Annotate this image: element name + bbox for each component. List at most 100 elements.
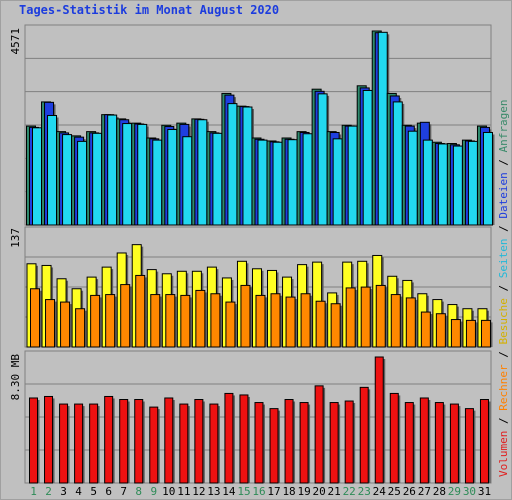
bar-rechner-day-20: [315, 300, 326, 348]
right-legend: Volumen / Rechner / Besuche / Seiten / D…: [497, 99, 510, 477]
bar-volumen-day-27: [419, 397, 429, 484]
bar-rechner-day-25: [390, 294, 401, 348]
x-tick-label: 20: [313, 485, 326, 498]
bar-rechner-day-6: [105, 294, 116, 348]
bar-volumen-day-10: [164, 397, 174, 484]
bar-seiten-day-22: [347, 125, 358, 226]
bar-rechner-day-8: [135, 274, 146, 348]
bar-seiten-day-17: [272, 141, 283, 226]
x-tick-label: 18: [282, 485, 295, 498]
x-tick-label: 7: [120, 485, 127, 498]
bottom-max-label: 8.30 MB: [9, 354, 22, 401]
bar-seiten-day-2: [47, 115, 58, 226]
x-tick-label: 16: [252, 485, 265, 498]
bar-volumen-day-6: [104, 395, 114, 484]
bar-rechner-day-12: [195, 289, 206, 348]
bar-seiten-day-5: [92, 132, 103, 226]
bar-volumen-day-21: [329, 402, 339, 484]
bar-volumen-day-9: [149, 406, 159, 484]
bar-seiten-day-26: [407, 130, 418, 226]
bar-seiten-day-3: [62, 134, 73, 226]
x-tick-label: 23: [358, 485, 371, 498]
x-tick-label: 25: [388, 485, 401, 498]
bar-volumen-day-2: [44, 395, 54, 484]
bar-volumen-day-23: [359, 386, 369, 484]
top-max-label: 4571: [9, 28, 22, 55]
bar-rechner-day-4: [75, 308, 86, 348]
legend-entry: /: [497, 152, 510, 172]
bar-rechner-day-22: [345, 287, 356, 348]
middle-max-label: 137: [9, 228, 22, 248]
legend-entry: /: [497, 411, 510, 431]
bar-rechner-day-14: [225, 301, 236, 348]
bar-volumen-day-18: [284, 399, 294, 484]
legend-entry: Dateien: [497, 172, 510, 218]
x-tick-label: 8: [135, 485, 142, 498]
bar-volumen-day-7: [119, 399, 129, 484]
bar-volumen-day-29: [449, 403, 459, 484]
bar-rechner-day-9: [150, 294, 161, 348]
bar-volumen-day-1: [29, 397, 38, 484]
bar-rechner-day-2: [45, 299, 56, 348]
x-tick-label: 27: [418, 485, 431, 498]
legend-entry: Besuche: [497, 298, 510, 344]
bar-seiten-day-6: [107, 114, 118, 226]
bar-rechner-day-3: [60, 301, 71, 348]
bar-volumen-day-30: [464, 408, 474, 484]
bar-seiten-day-4: [77, 140, 88, 226]
bar-rechner-day-7: [120, 284, 131, 348]
legend-entry: /: [497, 219, 510, 239]
bar-seiten-day-30: [467, 140, 478, 226]
bar-volumen-day-13: [209, 403, 219, 484]
bar-rechner-day-30: [465, 319, 476, 348]
bar-seiten-day-24: [377, 31, 388, 226]
bar-seiten-day-31: [482, 131, 493, 226]
bar-seiten-day-18: [287, 139, 298, 226]
bar-seiten-day-19: [302, 133, 313, 226]
bar-rechner-day-24: [375, 284, 386, 348]
legend-entry: /: [497, 278, 510, 298]
bar-seiten-day-13: [212, 132, 223, 226]
bar-volumen-day-25: [389, 392, 399, 484]
bar-rechner-day-29: [450, 319, 461, 348]
legend-entry: Seiten: [497, 239, 510, 279]
bar-rechner-day-18: [285, 296, 296, 348]
bar-rechner-day-19: [300, 293, 311, 348]
bar-volumen-day-4: [74, 403, 84, 484]
bar-volumen-day-8: [134, 399, 144, 484]
bar-rechner-day-17: [270, 293, 281, 348]
bar-volumen-day-31: [479, 399, 489, 484]
x-tick-label: 30: [463, 485, 476, 498]
bar-volumen-day-20: [314, 385, 324, 484]
bar-rechner-day-13: [210, 293, 221, 348]
bar-rechner-day-23: [360, 286, 371, 348]
legend-entry: Rechner: [497, 364, 510, 411]
bar-seiten-day-1: [32, 127, 42, 226]
bar-seiten-day-8: [137, 123, 148, 226]
bar-seiten-day-23: [362, 89, 373, 226]
x-tick-label: 2: [45, 485, 52, 498]
bar-volumen-day-19: [299, 402, 309, 484]
legend-entry: Volumen: [497, 431, 510, 477]
x-tick-label: 4: [75, 485, 82, 498]
bar-volumen-day-22: [344, 400, 354, 484]
x-tick-label: 5: [90, 485, 97, 498]
x-tick-label: 15: [237, 485, 250, 498]
bar-seiten-day-29: [452, 145, 463, 226]
bar-rechner-day-31: [480, 319, 491, 348]
bar-seiten-day-11: [182, 136, 193, 226]
x-tick-label: 19: [297, 485, 310, 498]
bar-volumen-day-5: [89, 403, 99, 484]
x-tick-label: 10: [162, 485, 175, 498]
bar-seiten-day-15: [242, 106, 253, 226]
bar-rechner-day-1: [30, 288, 40, 348]
x-tick-label: 1: [30, 485, 37, 498]
bar-seiten-day-14: [227, 103, 238, 226]
bar-seiten-day-25: [392, 101, 403, 226]
x-tick-label: 29: [448, 485, 461, 498]
bar-volumen-day-16: [254, 402, 264, 484]
x-tick-label: 28: [433, 485, 446, 498]
bar-rechner-day-27: [420, 311, 431, 348]
